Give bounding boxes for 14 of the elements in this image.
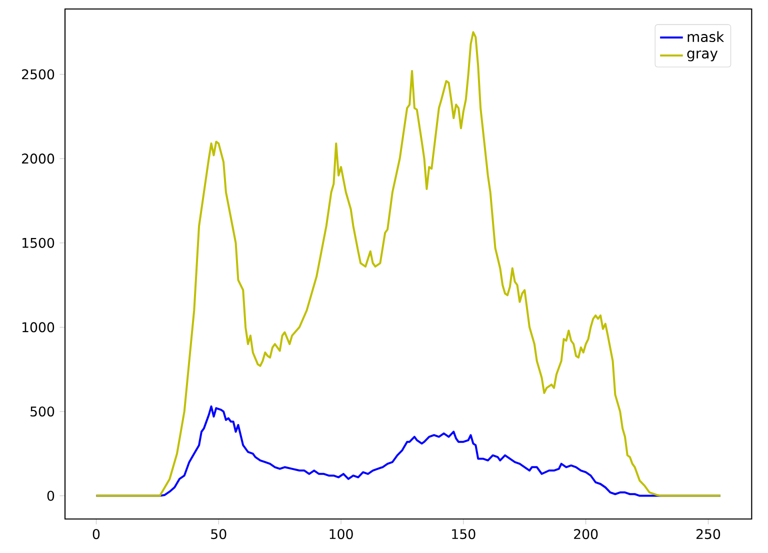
x-tick-label: 50: [211, 529, 226, 540]
y-tick-label: 1500: [22, 238, 54, 248]
y-tick-label: 1000: [22, 322, 54, 332]
x-tick-label: 200: [574, 529, 598, 540]
y-tick-label: 2500: [22, 69, 54, 80]
y-tick-label: 0: [47, 490, 54, 501]
x-tick-label: 0: [92, 529, 100, 540]
y-tick-label: 2000: [22, 154, 54, 164]
x-tick-label: 100: [330, 529, 353, 540]
legend-label: gray: [687, 50, 718, 62]
x-tick-label: 250: [696, 529, 720, 540]
x-tick-label: 150: [452, 529, 476, 540]
y-tick-label: 500: [30, 406, 54, 417]
legend-label: mask: [688, 31, 724, 42]
